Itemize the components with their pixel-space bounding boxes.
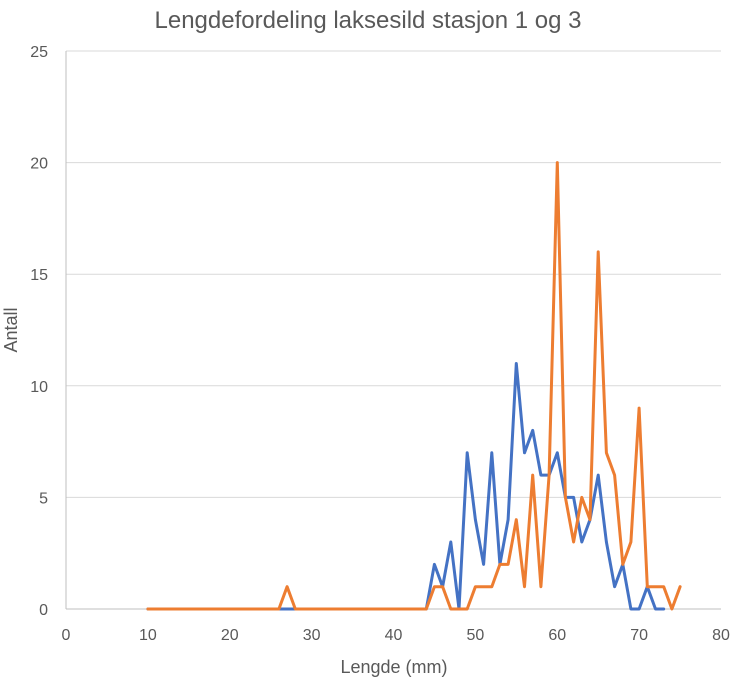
series-line-1 (146, 362, 666, 611)
gridlines (65, 50, 721, 610)
series-line-2 (146, 161, 682, 611)
series-lines (146, 161, 682, 611)
y-tick-label: 0 (39, 602, 48, 619)
y-tick-label: 15 (30, 267, 48, 284)
y-tick-label: 25 (30, 44, 48, 61)
x-axis-label: Lengde (mm) (340, 657, 447, 677)
chart-title: Lengdefordeling laksesild stasjon 1 og 3 (155, 7, 582, 34)
x-tick-label: 0 (62, 627, 71, 644)
x-tick-label: 30 (303, 627, 321, 644)
y-axis-label: Antall (1, 307, 21, 352)
x-tick-label: 40 (385, 627, 403, 644)
x-tick-label: 20 (221, 627, 239, 644)
x-tick-label: 50 (466, 627, 484, 644)
tick-labels: 0 5 10 15 20 25 0 10 20 30 40 50 60 70 80 (30, 44, 730, 644)
y-tick-label: 10 (30, 379, 48, 396)
x-tick-label: 10 (139, 627, 157, 644)
x-tick-label: 60 (548, 627, 566, 644)
x-tick-label: 80 (712, 627, 730, 644)
y-tick-label: 20 (30, 156, 48, 173)
x-tick-label: 70 (630, 627, 648, 644)
y-tick-label: 5 (39, 490, 48, 507)
